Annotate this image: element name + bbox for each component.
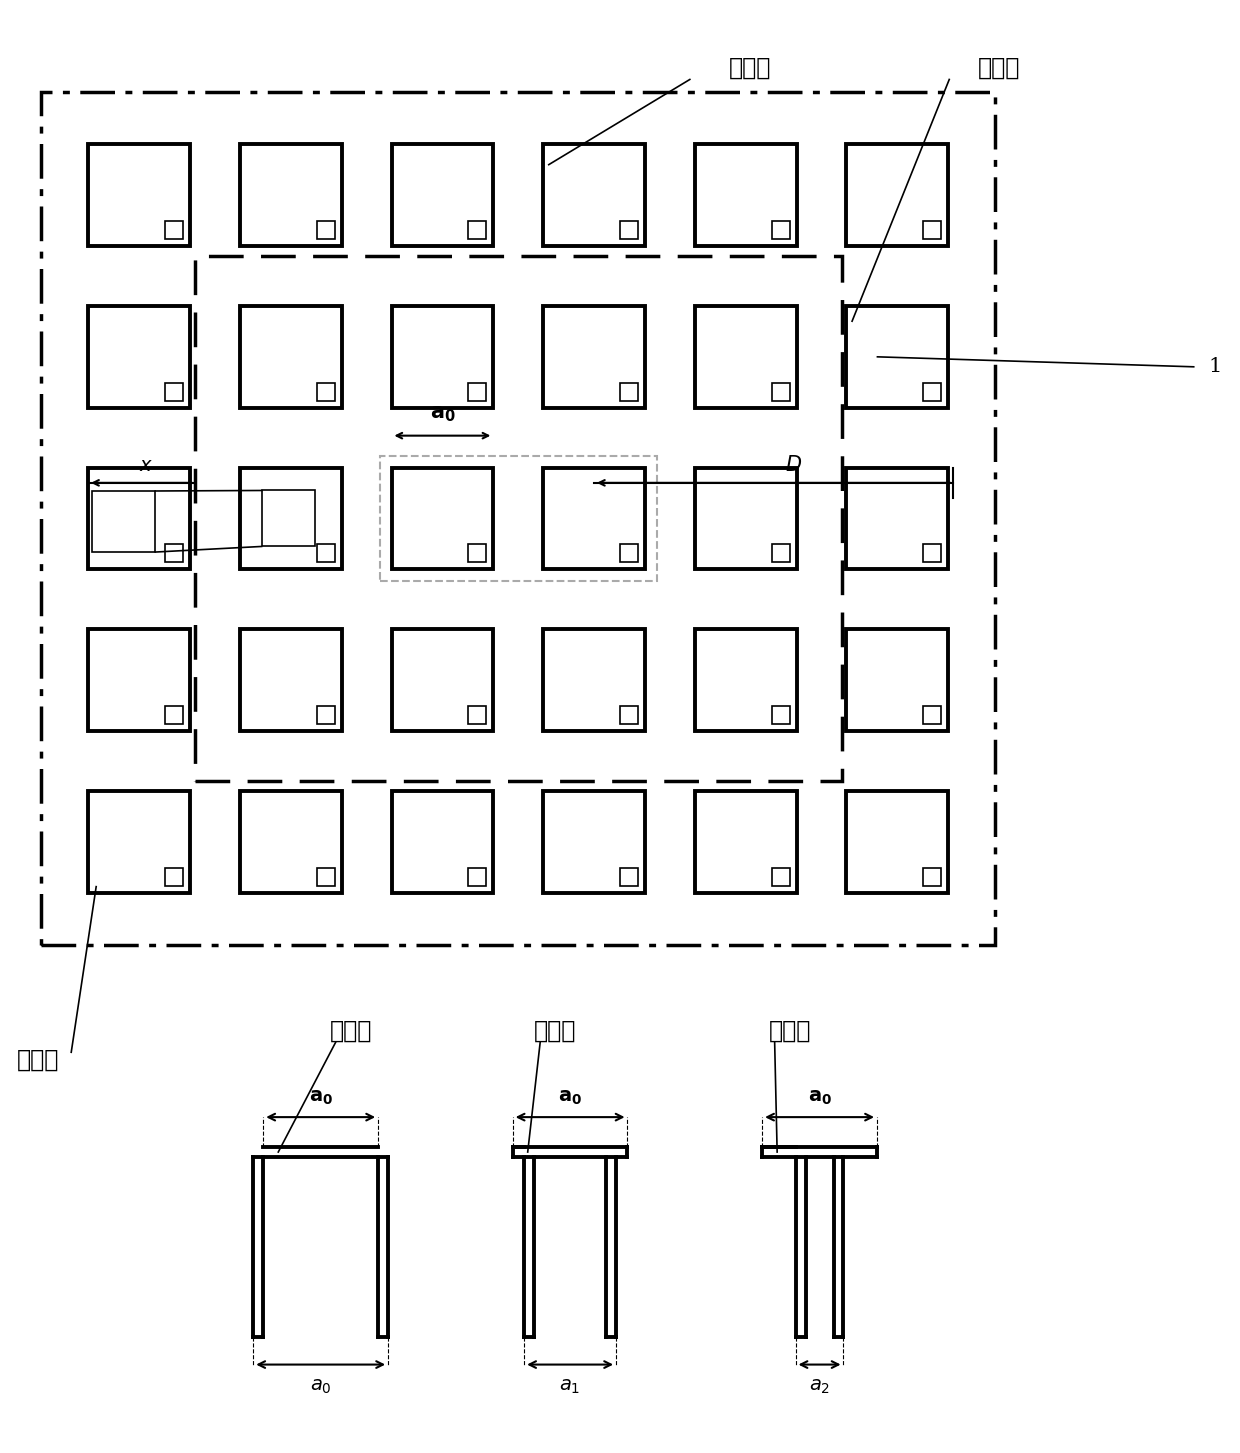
Bar: [239, 629, 342, 731]
Text: 第二层: 第二层: [978, 55, 1021, 80]
Bar: [924, 545, 941, 562]
Text: $\mathbf{a_0}$: $\mathbf{a_0}$: [807, 1088, 832, 1107]
Text: 第一层: 第一层: [16, 1048, 58, 1071]
Bar: [165, 382, 184, 401]
Bar: [771, 221, 790, 240]
Text: $\mathbf{a_0}$: $\mathbf{a_0}$: [558, 1088, 582, 1107]
Text: $x$: $x$: [139, 456, 154, 475]
Bar: [924, 706, 941, 724]
Bar: [88, 790, 190, 892]
Text: 第三层: 第三层: [769, 1019, 811, 1042]
Bar: [543, 468, 645, 570]
Bar: [88, 144, 190, 246]
Bar: [543, 307, 645, 408]
Bar: [924, 221, 941, 240]
Bar: [620, 867, 637, 886]
Bar: [847, 307, 949, 408]
Bar: [924, 867, 941, 886]
Bar: [392, 790, 494, 892]
Bar: [771, 867, 790, 886]
Bar: [316, 545, 335, 562]
Bar: [239, 790, 342, 892]
Bar: [694, 790, 796, 892]
Bar: [165, 221, 184, 240]
Bar: [620, 706, 637, 724]
Bar: [694, 468, 796, 570]
Bar: [92, 491, 155, 552]
Bar: [239, 307, 342, 408]
Bar: [392, 144, 494, 246]
Bar: [392, 629, 494, 731]
Bar: [543, 144, 645, 246]
Bar: [195, 256, 842, 780]
Bar: [88, 629, 190, 731]
Bar: [469, 382, 486, 401]
Bar: [694, 629, 796, 731]
Bar: [469, 545, 486, 562]
Bar: [88, 307, 190, 408]
Bar: [771, 382, 790, 401]
Bar: [469, 221, 486, 240]
Bar: [543, 790, 645, 892]
Bar: [165, 706, 184, 724]
Bar: [847, 468, 949, 570]
Text: 1: 1: [1209, 357, 1223, 376]
Text: $a_1$: $a_1$: [559, 1377, 580, 1396]
Bar: [694, 307, 796, 408]
Bar: [847, 790, 949, 892]
Bar: [239, 144, 342, 246]
Bar: [847, 144, 949, 246]
Bar: [392, 468, 494, 570]
Bar: [165, 867, 184, 886]
Text: $a_0$: $a_0$: [310, 1377, 331, 1396]
Bar: [165, 545, 184, 562]
Bar: [924, 382, 941, 401]
Bar: [316, 706, 335, 724]
Bar: [620, 221, 637, 240]
Bar: [469, 867, 486, 886]
Bar: [543, 629, 645, 731]
Text: $\mathbf{a_0}$: $\mathbf{a_0}$: [309, 1088, 332, 1107]
Text: 第一层: 第一层: [330, 1019, 372, 1042]
Bar: [316, 867, 335, 886]
Bar: [239, 468, 342, 570]
Text: $D$: $D$: [785, 455, 802, 475]
Bar: [771, 545, 790, 562]
Text: $a_2$: $a_2$: [808, 1377, 830, 1396]
Text: 第二层: 第二层: [534, 1019, 577, 1042]
Bar: [316, 221, 335, 240]
Bar: [620, 545, 637, 562]
Bar: [379, 456, 657, 581]
Text: 第三层: 第三层: [729, 55, 771, 80]
Bar: [771, 706, 790, 724]
Bar: [392, 307, 494, 408]
Bar: [316, 382, 335, 401]
Bar: [694, 144, 796, 246]
Bar: [469, 706, 486, 724]
Bar: [620, 382, 637, 401]
Text: $\mathbf{a_0}$: $\mathbf{a_0}$: [429, 404, 455, 424]
Bar: [262, 491, 315, 546]
Bar: [41, 93, 996, 944]
Bar: [847, 629, 949, 731]
Bar: [88, 468, 190, 570]
